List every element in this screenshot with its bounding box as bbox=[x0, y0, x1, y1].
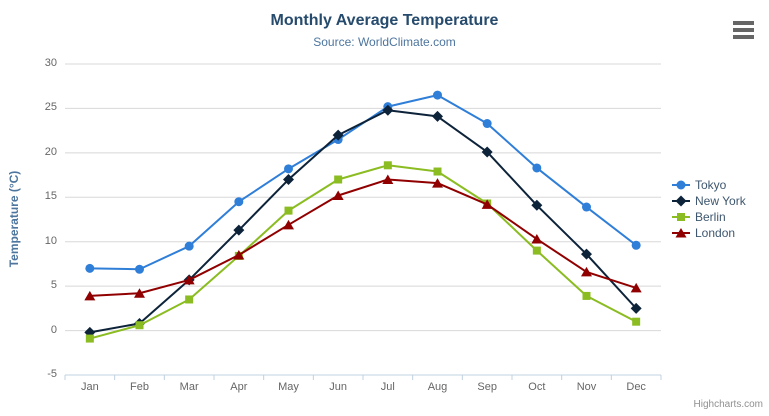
menu-bar bbox=[733, 21, 754, 25]
data-point-marker[interactable] bbox=[233, 224, 245, 236]
data-point-marker[interactable] bbox=[532, 246, 541, 255]
data-point-marker[interactable] bbox=[675, 195, 687, 207]
legend-label: London bbox=[695, 226, 736, 240]
x-axis-label: Jun bbox=[329, 381, 348, 393]
data-point-marker[interactable] bbox=[383, 161, 392, 170]
data-point-marker[interactable] bbox=[630, 302, 642, 314]
data-point-marker[interactable] bbox=[332, 129, 344, 141]
diamond-legend-marker bbox=[672, 195, 690, 207]
data-point-marker[interactable] bbox=[135, 264, 144, 274]
data-point-marker[interactable] bbox=[134, 288, 145, 298]
data-point-marker[interactable] bbox=[183, 274, 195, 285]
data-point-marker[interactable] bbox=[184, 241, 194, 251]
data-point-marker[interactable] bbox=[185, 295, 194, 304]
x-axis-label: Sep bbox=[477, 381, 497, 393]
data-point-marker[interactable] bbox=[675, 228, 687, 238]
data-point-marker[interactable] bbox=[531, 234, 543, 244]
data-point-marker[interactable] bbox=[582, 202, 591, 212]
data-point-marker[interactable] bbox=[283, 219, 294, 230]
y-axis-label: -5 bbox=[47, 368, 57, 380]
x-axis-label: Mar bbox=[179, 381, 199, 393]
data-point-marker[interactable] bbox=[84, 290, 96, 301]
x-axis-label: Dec bbox=[626, 381, 646, 393]
data-point-marker[interactable] bbox=[284, 164, 293, 174]
chart-subtitle: Source: WorldClimate.com bbox=[313, 35, 456, 49]
data-point-marker[interactable] bbox=[135, 321, 144, 330]
data-point-marker[interactable] bbox=[632, 317, 641, 326]
y-axis-label: 10 bbox=[44, 234, 57, 247]
square-legend-marker bbox=[672, 213, 690, 221]
menu-bar bbox=[733, 35, 754, 39]
data-point-marker[interactable] bbox=[85, 263, 95, 273]
series-london[interactable] bbox=[84, 174, 642, 301]
legend-label: Tokyo bbox=[695, 178, 727, 192]
legend-label: Berlin bbox=[695, 210, 726, 224]
data-point-marker[interactable] bbox=[582, 291, 591, 300]
data-point-marker[interactable] bbox=[432, 110, 443, 122]
series-line bbox=[89, 94, 637, 271]
highcharts-credit-link[interactable]: Highcharts.com bbox=[693, 399, 763, 410]
data-point-marker[interactable] bbox=[481, 199, 493, 209]
y-axis-title: Temperature (°C) bbox=[7, 170, 21, 268]
series-line bbox=[89, 109, 637, 334]
x-axis-label: Feb bbox=[130, 381, 149, 393]
data-point-marker[interactable] bbox=[481, 146, 493, 158]
series-line bbox=[89, 164, 637, 340]
data-point-marker[interactable] bbox=[234, 197, 244, 207]
x-axis-label: Apr bbox=[230, 381, 248, 393]
data-point-marker[interactable] bbox=[677, 213, 685, 221]
legend-label: New York bbox=[695, 194, 746, 208]
circle-legend-marker bbox=[672, 180, 690, 190]
data-point-marker[interactable] bbox=[284, 206, 293, 215]
menu-bar bbox=[733, 28, 754, 32]
y-axis-label: 5 bbox=[50, 279, 57, 292]
data-point-marker[interactable] bbox=[532, 163, 542, 173]
data-point-marker[interactable] bbox=[531, 199, 543, 211]
data-point-marker[interactable] bbox=[433, 167, 442, 176]
data-point-marker[interactable] bbox=[482, 119, 492, 129]
data-point-marker[interactable] bbox=[332, 190, 344, 201]
legend: Tokyo New York Berlin London bbox=[672, 177, 746, 241]
x-axis-label: May bbox=[278, 381, 299, 393]
series-tokyo[interactable] bbox=[85, 90, 641, 274]
hamburger-menu-icon[interactable] bbox=[733, 21, 754, 39]
data-point-marker[interactable] bbox=[432, 178, 443, 188]
series-new-york[interactable] bbox=[84, 104, 642, 338]
data-point-marker[interactable] bbox=[334, 175, 343, 184]
chart-title: Monthly Average Temperature bbox=[270, 12, 499, 29]
data-point-marker[interactable] bbox=[382, 174, 394, 185]
legend-item-london[interactable]: London bbox=[672, 225, 746, 241]
legend-item-tokyo[interactable]: Tokyo bbox=[672, 177, 746, 193]
triangle-legend-marker bbox=[672, 228, 690, 238]
x-axis-label: Jan bbox=[80, 381, 99, 393]
y-axis-label: 20 bbox=[44, 145, 57, 158]
x-axis-label: Oct bbox=[528, 381, 546, 393]
data-point-marker[interactable] bbox=[85, 334, 94, 343]
series-line bbox=[89, 178, 637, 297]
y-axis-label: 30 bbox=[44, 57, 57, 69]
data-point-marker[interactable] bbox=[581, 248, 592, 260]
x-axis-label: Aug bbox=[427, 381, 448, 393]
y-axis-label: 0 bbox=[50, 323, 57, 336]
y-axis-label: 15 bbox=[44, 190, 57, 203]
x-axis-label: Jul bbox=[380, 381, 395, 393]
data-point-marker[interactable] bbox=[433, 90, 442, 100]
data-point-marker[interactable] bbox=[233, 250, 245, 260]
x-axis-label: Nov bbox=[576, 381, 597, 393]
data-point-marker[interactable] bbox=[631, 240, 641, 250]
data-point-marker[interactable] bbox=[630, 282, 642, 293]
legend-item-berlin[interactable]: Berlin bbox=[672, 209, 746, 225]
data-point-marker[interactable] bbox=[581, 266, 592, 277]
data-point-marker[interactable] bbox=[283, 174, 294, 186]
y-axis-label: 25 bbox=[44, 101, 57, 114]
data-point-marker[interactable] bbox=[676, 180, 686, 190]
legend-item-new-york[interactable]: New York bbox=[672, 193, 746, 209]
data-point-marker[interactable] bbox=[382, 104, 394, 116]
